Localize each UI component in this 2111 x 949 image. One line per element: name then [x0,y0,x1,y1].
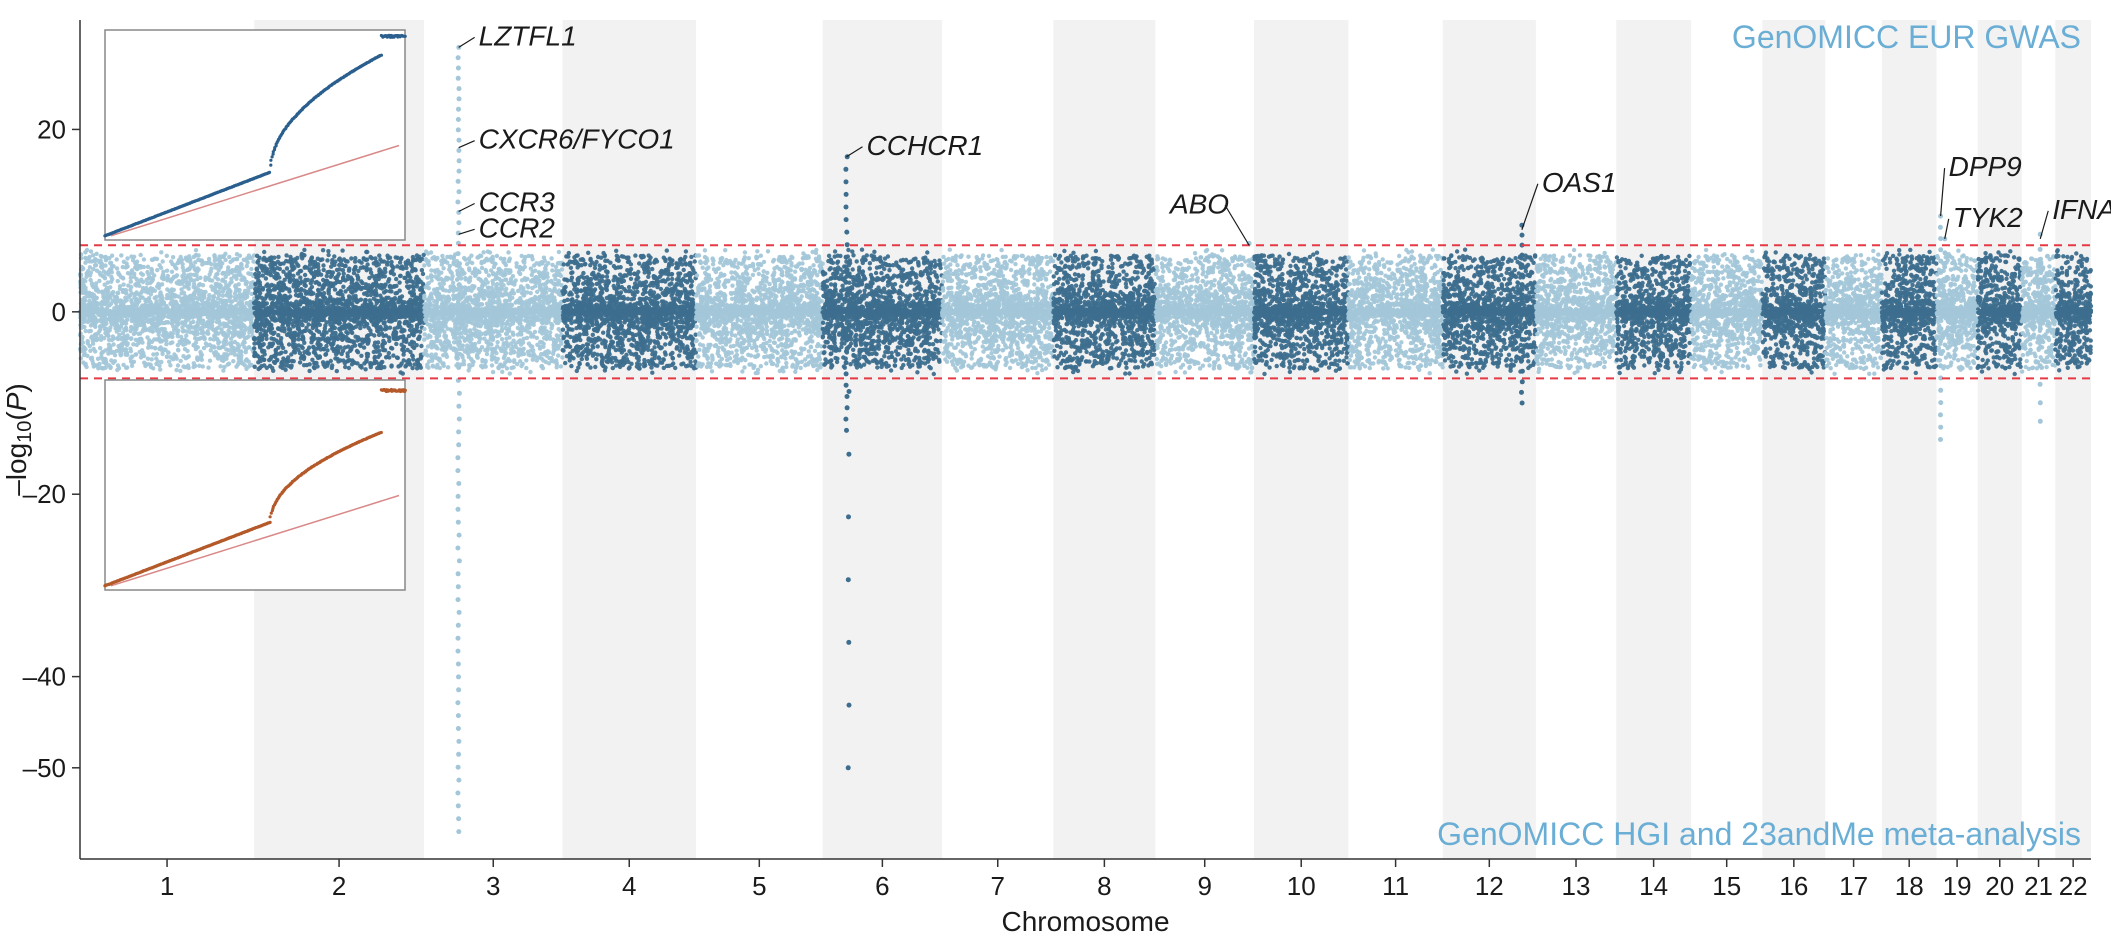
x-tick-label: 13 [1562,871,1591,901]
x-tick-label: 4 [622,871,636,901]
gene-label: IFNAR2 [2052,194,2111,225]
x-tick-label: 17 [1839,871,1868,901]
chrom-band [2055,20,2091,859]
chrom-band [1978,20,2022,859]
x-tick-label: 15 [1712,871,1741,901]
x-tick-label: 10 [1287,871,1316,901]
x-axis-label: Chromosome [1001,906,1169,937]
gene-label: OAS1 [1542,167,1617,198]
x-tick-label: 8 [1097,871,1111,901]
miami-plot-svg: –50–40–20020–log10(P)1234567891011121314… [0,0,2111,949]
chrom-band [1053,20,1155,859]
x-tick-label: 5 [752,871,766,901]
gene-label: ABO [1168,188,1229,219]
qq-inset [103,30,407,240]
x-tick-label: 11 [1382,871,1409,901]
gene-label: DPP9 [1949,151,2022,182]
chrom-band [1616,20,1691,859]
x-tick-label: 19 [1943,871,1972,901]
x-tick-label: 21 [2024,871,2053,901]
gene-label: LZTFL1 [479,20,577,51]
y-tick-label: 20 [37,114,66,144]
x-tick-label: 18 [1895,871,1924,901]
gene-label: CCR2 [479,212,556,243]
x-tick-label: 14 [1639,871,1668,901]
panel-title-bottom: GenOMICC HGI and 23andMe meta-analysis [1437,816,2081,852]
x-tick-label: 2 [332,871,346,901]
x-tick-label: 1 [160,871,174,901]
x-tick-label: 6 [875,871,889,901]
x-tick-label: 12 [1475,871,1504,901]
panel-title-top: GenOMICC EUR GWAS [1732,19,2081,55]
x-tick-label: 3 [486,871,500,901]
x-tick-label: 16 [1779,871,1808,901]
y-tick-label: –50 [23,753,66,783]
x-tick-label: 20 [1985,871,2014,901]
x-tick-label: 22 [2059,871,2088,901]
gene-label: CXCR6/FYCO1 [479,124,675,155]
chrom-band [1254,20,1348,859]
chrom-band [1762,20,1825,859]
x-tick-label: 7 [991,871,1005,901]
chrom-band [1882,20,1937,859]
y-tick-label: 0 [52,297,66,327]
gene-label: TYK2 [1953,202,2023,233]
chrom-band [1443,20,1536,859]
miami-plot-container: –50–40–20020–log10(P)1234567891011121314… [0,0,2111,949]
y-tick-label: –40 [23,662,66,692]
x-tick-label: 9 [1197,871,1211,901]
gene-label: CCHCR1 [867,130,984,161]
qq-inset [103,380,407,590]
